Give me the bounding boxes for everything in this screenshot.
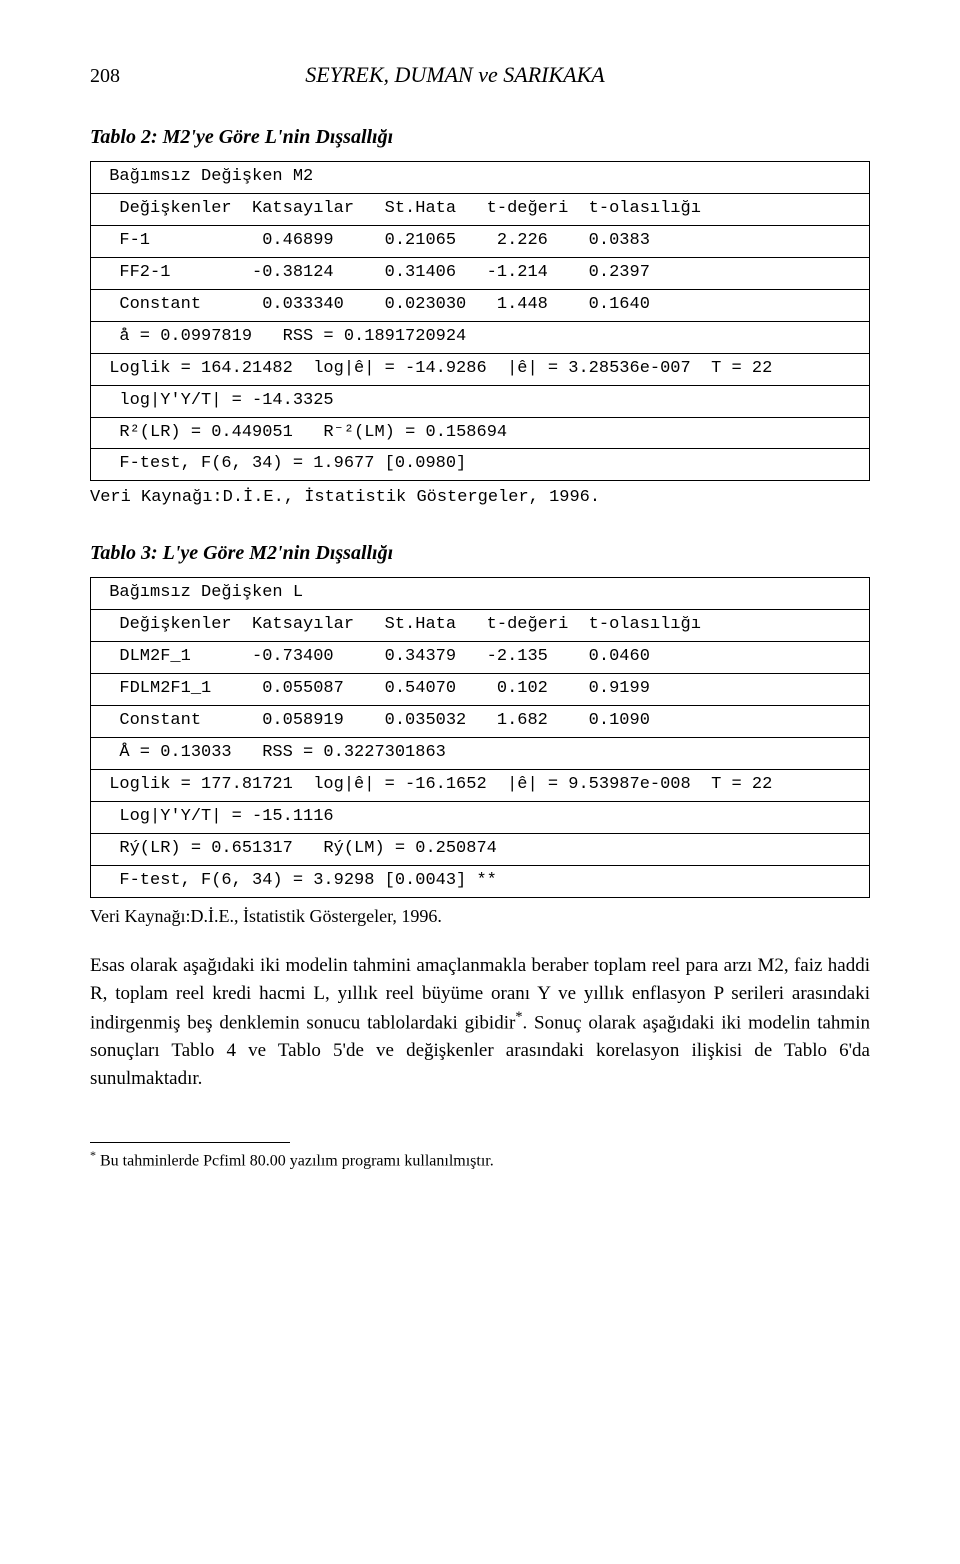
table-row: FDLM2F1_1 0.055087 0.54070 0.102 0.9199 — [91, 674, 869, 706]
table-row: Log|Y'Y/T| = -15.1116 — [91, 802, 869, 834]
table-row: Loglik = 164.21482 log|ê| = -14.9286 |ê|… — [91, 354, 869, 386]
footnote-text: Bu tahminlerde Pcfiml 80.00 yazılım prog… — [96, 1152, 494, 1169]
table3-header-line: Bağımsız Değişken L — [91, 578, 869, 610]
table-row: F-test, F(6, 34) = 1.9677 [0.0980] — [91, 449, 869, 480]
page-header: 208 SEYREK, DUMAN ve SARIKAKA — [90, 60, 870, 90]
table-row: Loglik = 177.81721 log|ê| = -16.1652 |ê|… — [91, 770, 869, 802]
table-row: å = 0.0997819 RSS = 0.1891720924 — [91, 322, 869, 354]
table-row: F-test, F(6, 34) = 3.9298 [0.0043] ** — [91, 866, 869, 897]
document-authors: SEYREK, DUMAN ve SARIKAKA — [80, 60, 830, 90]
table2-header-line: Bağımsız Değişken M2 — [91, 162, 869, 194]
table3: Bağımsız Değişken L Değişkenler Katsayıl… — [90, 577, 870, 897]
table-row: Constant 0.058919 0.035032 1.682 0.1090 — [91, 706, 869, 738]
table2-title: Tablo 2: M2'ye Göre L'nin Dışsallığı — [90, 124, 870, 151]
table-row: R²(LR) = 0.449051 R⁻²(LM) = 0.158694 — [91, 418, 869, 450]
table2: Bağımsız Değişken M2 Değişkenler Katsayı… — [90, 161, 870, 481]
body-paragraph: Esas olarak aşağıdaki iki modelin tahmin… — [90, 952, 870, 1092]
table-row: Rý(LR) = 0.651317 Rý(LM) = 0.250874 — [91, 834, 869, 866]
footnote-separator — [90, 1142, 290, 1143]
table2-source: Veri Kaynağı:D.İ.E., İstatistik Gösterge… — [90, 487, 870, 510]
table-row: Constant 0.033340 0.023030 1.448 0.1640 — [91, 290, 869, 322]
table2-column-header: Değişkenler Katsayılar St.Hata t-değeri … — [91, 194, 869, 226]
table-row: log|Y'Y/T| = -14.3325 — [91, 386, 869, 418]
table-row: FF2-1 -0.38124 0.31406 -1.214 0.2397 — [91, 258, 869, 290]
table3-title: Tablo 3: L'ye Göre M2'nin Dışsallığı — [90, 540, 870, 567]
table-row: Å = 0.13033 RSS = 0.3227301863 — [91, 738, 869, 770]
table3-column-header: Değişkenler Katsayılar St.Hata t-değeri … — [91, 610, 869, 642]
table-row: DLM2F_1 -0.73400 0.34379 -2.135 0.0460 — [91, 642, 869, 674]
table-row: F-1 0.46899 0.21065 2.226 0.0383 — [91, 226, 869, 258]
footnote: * Bu tahminlerde Pcfiml 80.00 yazılım pr… — [90, 1147, 870, 1172]
table3-source: Veri Kaynağı:D.İ.E., İstatistik Gösterge… — [90, 904, 870, 928]
